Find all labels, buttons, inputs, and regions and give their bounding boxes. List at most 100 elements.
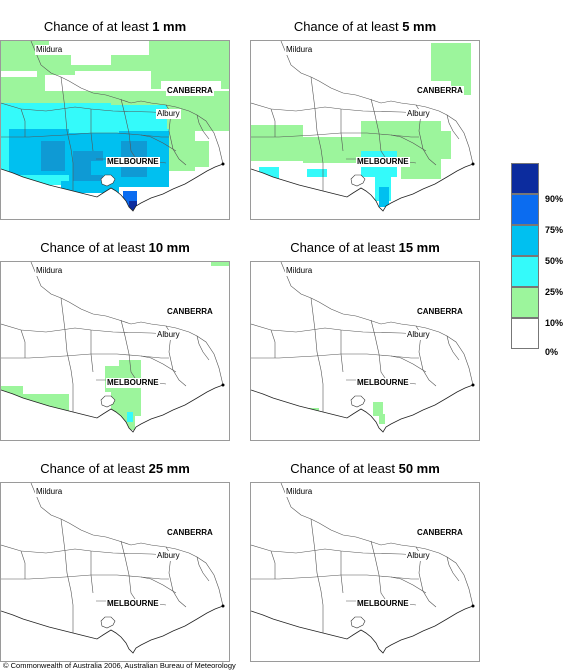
probability-cell xyxy=(431,43,471,81)
probability-cell xyxy=(251,125,303,161)
legend-swatch-90 xyxy=(511,163,539,194)
district-border xyxy=(370,319,390,385)
port-phillip-bay xyxy=(100,616,116,629)
panel-title: Chance of at least 15 mm xyxy=(250,240,480,256)
map-canvas xyxy=(251,262,479,440)
probability-cell xyxy=(45,59,75,75)
district-border xyxy=(1,323,172,335)
district-border xyxy=(196,556,210,582)
probability-cell xyxy=(49,41,149,55)
place-label-canberra: CANBERRA xyxy=(166,307,214,317)
place-label-canberra: CANBERRA xyxy=(166,528,214,538)
title-amount: 15 mm xyxy=(398,240,440,255)
legend-label-50: 50% xyxy=(545,256,564,266)
district-border xyxy=(280,483,474,607)
district-border xyxy=(30,41,224,165)
copyright-footer: © Commonwealth of Australia 2006, Austra… xyxy=(3,661,236,670)
place-label-melbourne: MELBOURNE xyxy=(356,378,410,388)
district-border xyxy=(1,102,172,114)
probability-cell xyxy=(211,262,229,266)
map-5mm: Mildura CANBERRA Albury MELBOURNE xyxy=(250,40,480,220)
title-amount: 5 mm xyxy=(402,19,437,34)
probability-cell xyxy=(379,414,385,424)
probability-cell xyxy=(129,201,137,213)
legend-swatch-50 xyxy=(511,225,539,256)
district-border xyxy=(196,114,210,140)
place-label-melbourne: MELBOURNE xyxy=(106,599,160,609)
port-phillip-bay xyxy=(350,174,366,187)
district-border xyxy=(140,576,177,594)
place-label-mildura: Mildura xyxy=(285,487,314,497)
place-label-mildura: Mildura xyxy=(35,45,64,55)
place-label-melbourne: MELBOURNE xyxy=(356,599,410,609)
probability-cell xyxy=(1,71,37,77)
map-canvas xyxy=(1,262,229,440)
title-prefix: Chance of at least xyxy=(290,461,399,476)
district-border xyxy=(390,355,427,373)
legend-swatch-25 xyxy=(511,256,539,287)
district-border xyxy=(446,335,460,361)
title-amount: 1 mm xyxy=(152,19,187,34)
probability-cell xyxy=(373,402,383,416)
panel-title: Chance of at least 5 mm xyxy=(250,19,480,35)
place-label-canberra: CANBERRA xyxy=(166,86,214,96)
place-label-canberra: CANBERRA xyxy=(416,528,464,538)
probability-cell xyxy=(191,41,229,61)
map-1mm: Mildura CANBERRA Albury MELBOURNE xyxy=(0,40,230,220)
legend-label-10: 10% xyxy=(545,318,564,328)
cape-marker xyxy=(471,383,475,387)
district-border xyxy=(60,76,74,191)
port-phillip-bay xyxy=(350,616,366,629)
sea-area xyxy=(1,385,229,440)
district-border xyxy=(120,540,140,606)
district-border xyxy=(310,297,324,412)
district-border xyxy=(120,98,140,164)
sea-area xyxy=(1,164,229,219)
district-border xyxy=(340,551,344,594)
place-label-albury: Albury xyxy=(156,109,181,119)
map-50mm: Mildura CANBERRA Albury MELBOURNE xyxy=(250,482,480,662)
panel-title: Chance of at least 1 mm xyxy=(0,19,230,35)
map-25mm: Mildura CANBERRA Albury MELBOURNE xyxy=(0,482,230,662)
place-label-albury: Albury xyxy=(406,109,431,119)
panel-title: Chance of at least 25 mm xyxy=(0,461,230,477)
district-border xyxy=(280,41,474,165)
district-border xyxy=(251,323,422,335)
place-label-mildura: Mildura xyxy=(35,266,64,276)
map-canvas xyxy=(251,41,479,219)
cape-marker xyxy=(221,162,225,166)
district-border xyxy=(251,132,419,138)
coastline xyxy=(1,605,224,654)
district-border xyxy=(30,262,224,386)
place-label-mildura: Mildura xyxy=(35,487,64,497)
place-label-melbourne: MELBOURNE xyxy=(356,157,410,167)
map-canvas xyxy=(1,483,229,661)
district-border xyxy=(446,556,460,582)
probability-cell xyxy=(71,55,111,65)
legend-swatch-10 xyxy=(511,287,539,318)
place-label-melbourne: MELBOURNE xyxy=(106,157,160,167)
probability-cell xyxy=(421,131,451,159)
panel-title: Chance of at least 50 mm xyxy=(250,461,480,477)
cape-marker xyxy=(221,604,225,608)
probability-cell xyxy=(41,141,65,171)
district-border xyxy=(196,335,210,361)
probability-cell xyxy=(189,141,209,167)
coastline xyxy=(1,384,224,433)
district-border xyxy=(20,108,26,137)
panel-title: Chance of at least 10 mm xyxy=(0,240,230,256)
sea-area xyxy=(251,385,479,440)
district-border xyxy=(340,109,344,152)
district-border xyxy=(280,262,474,386)
district-border xyxy=(1,132,169,138)
legend-swatch-0 xyxy=(511,318,539,349)
sea-area xyxy=(251,164,479,219)
legend-swatch-75 xyxy=(511,194,539,225)
map-10mm: Mildura CANBERRA Albury MELBOURNE xyxy=(0,261,230,441)
title-amount: 10 mm xyxy=(148,240,190,255)
legend-label-90: 90% xyxy=(545,194,564,204)
district-border xyxy=(90,330,94,373)
coastline xyxy=(251,605,474,654)
place-label-albury: Albury xyxy=(156,551,181,561)
district-border xyxy=(251,544,422,556)
